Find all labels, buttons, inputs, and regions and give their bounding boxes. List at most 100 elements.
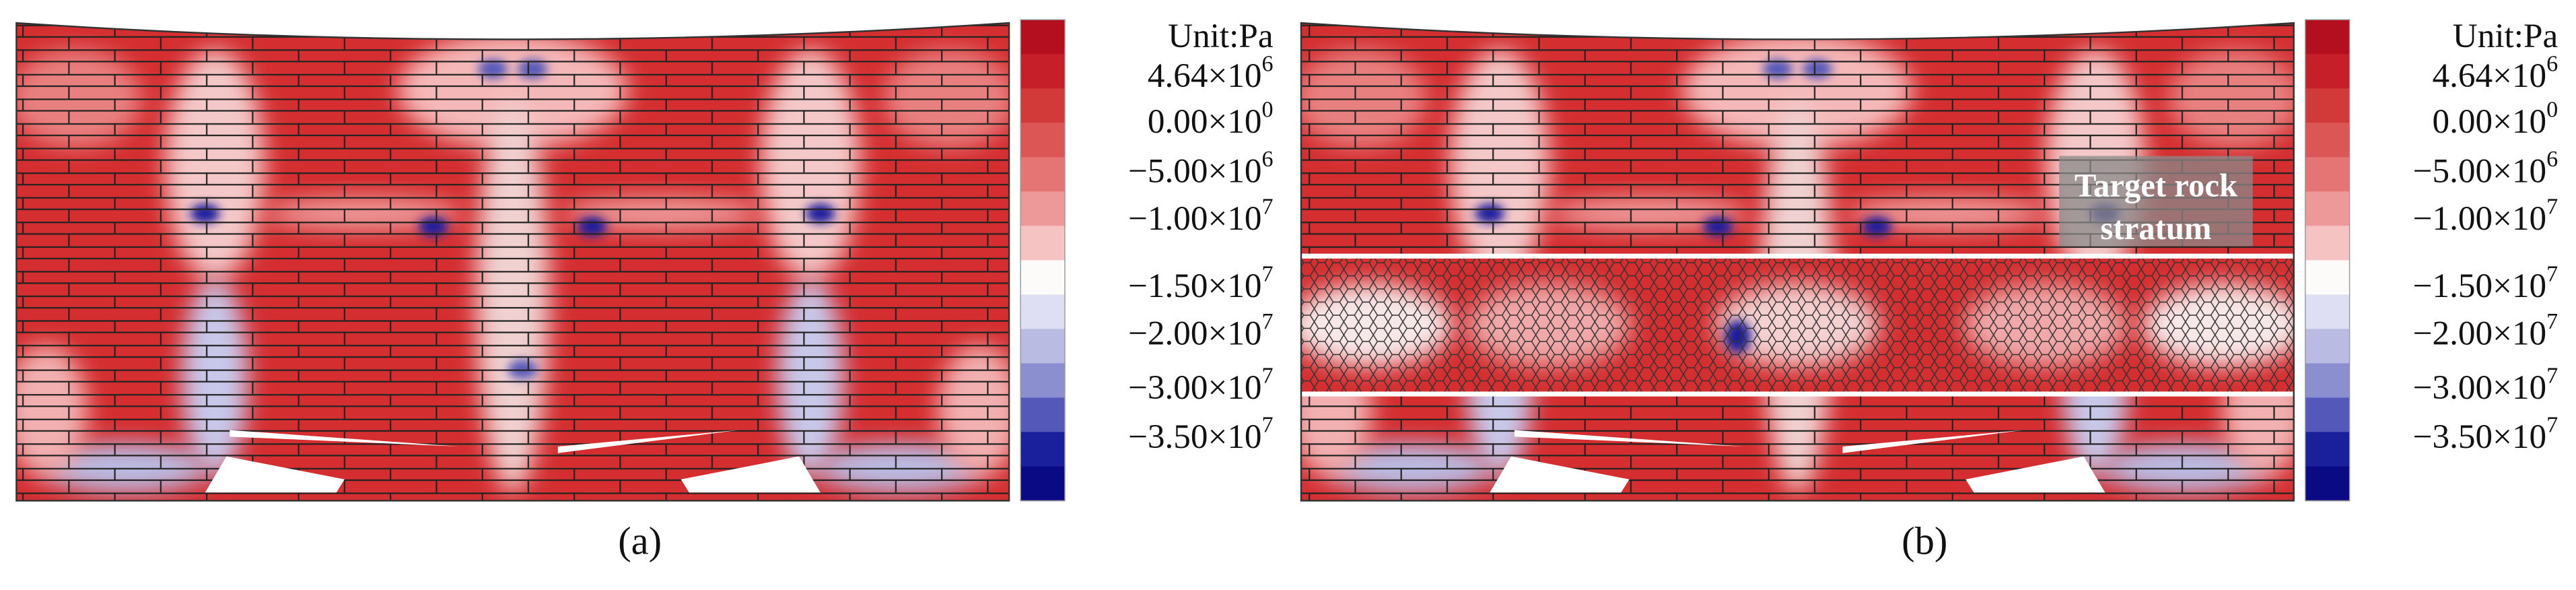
colorbar-band [1020,397,1065,433]
tick-mantissa: −5.00 [2413,152,2493,190]
tick-exponent: 7 [1261,363,1273,388]
panel: Target rockstratumUnit:Pa4.64×1060.00×10… [1300,17,2558,563]
tick-exponent: 7 [2546,413,2558,438]
annotation-text: stratum [2100,210,2211,247]
tick-exponent: 0 [1261,98,1273,123]
tick-base: ×10 [1208,199,1261,238]
tick-exponent: 7 [1261,194,1273,219]
colorbar-band [1020,329,1065,364]
tick-exponent: 7 [1261,261,1273,286]
colorbar-band [2305,191,2350,227]
annotation-box [2059,156,2253,247]
tick-base: ×10 [1208,152,1261,190]
colorbar-tick-label: 0.00×100 [2433,98,2558,141]
tick-exponent: 7 [2546,261,2558,286]
colorbar-frame [1020,19,1066,502]
tick-mantissa: −1.50 [1128,267,1208,305]
tick-exponent: 6 [1261,51,1273,76]
colorbar [1020,19,1066,502]
tick-mantissa: −1.00 [2413,199,2493,238]
colorbar-tick-label: −1.50×107 [1128,261,1274,304]
panel-label: (a) [618,519,662,563]
contour-plot [1301,23,2294,501]
tick-mantissa: −3.50 [1128,418,1208,456]
colorbar-unit: Unit:Pa [1168,17,1274,55]
colorbar-band [1020,54,1065,90]
tick-mantissa: −3.50 [2413,418,2493,456]
colorbar-unit: Unit:Pa [2453,17,2558,55]
tick-base: ×10 [1208,314,1261,352]
tick-base: ×10 [2493,368,2546,407]
colorbar-tick-label: −3.50×107 [1128,413,1274,456]
tick-mantissa: 0.00 [2433,102,2493,141]
tick-mantissa: −3.00 [1128,368,1208,407]
colorbar-band [2305,260,2350,296]
colorbar-band [1020,294,1065,330]
colorbar-frame [2305,19,2351,502]
colorbar-band [1020,226,1065,261]
tick-base: ×10 [2493,152,2546,190]
colorbar-band [1020,466,1065,502]
colorbar-band [2305,123,2350,158]
colorbar-band [2305,329,2350,364]
tick-base: ×10 [1208,418,1261,456]
colorbar-tick-label: −3.50×107 [2413,413,2558,456]
colorbar-band [1020,363,1065,399]
plot-frame [1300,22,2295,502]
colorbar-band [1020,157,1065,193]
void [230,430,460,447]
colorbar-band [1020,88,1065,124]
colorbar-band [2305,466,2350,502]
tick-mantissa: −2.00 [1128,314,1208,352]
void [1490,456,1630,493]
colorbar-tick-label: −1.50×107 [2413,261,2558,304]
contour-plot [16,23,1010,501]
tick-mantissa: −1.00 [1128,199,1208,238]
void [557,430,738,453]
tick-base: ×10 [2493,57,2546,95]
tick-base: ×10 [2493,314,2546,352]
tick-mantissa: −1.50 [2413,267,2493,305]
tick-base: ×10 [1208,57,1261,95]
colorbar-tick-label: 4.64×106 [2433,51,2558,94]
colorbar-band [2305,54,2350,90]
void [1842,430,2023,453]
tick-mantissa: −3.00 [2413,368,2493,407]
colorbar-tick-label: −3.00×107 [1128,363,1274,406]
colorbar-tick-label: −2.00×107 [1128,309,1274,352]
block-grid [16,23,1010,501]
colorbar-tick-label: −2.00×107 [2413,309,2558,352]
tick-base: ×10 [1208,267,1261,305]
tick-exponent: 7 [2546,309,2558,334]
colorbar-tick-label: −5.00×106 [2413,147,2558,190]
colorbar-tick-label: −3.00×107 [2413,363,2558,406]
colorbar-band [1020,260,1065,296]
colorbar-band [2305,20,2350,55]
colorbar-band [2305,226,2350,261]
tick-base: ×10 [2493,267,2546,305]
tick-mantissa: −5.00 [1128,152,1208,190]
tick-base: ×10 [1208,368,1261,407]
tick-exponent: 6 [2546,147,2558,172]
annotation-text: Target rock [2075,167,2238,203]
tick-exponent: 7 [1261,309,1273,334]
colorbar-tick-label: −1.00×107 [2413,194,2558,237]
colorbar-band [1020,191,1065,227]
tick-mantissa: 0.00 [1148,102,1208,141]
colorbar-tick-label: −1.00×107 [1128,194,1274,237]
colorbar-band [2305,432,2350,467]
tick-base: ×10 [2493,102,2546,141]
panels: Unit:Pa4.64×1060.00×100−5.00×106−1.00×10… [15,17,2558,563]
colorbar [2305,19,2351,502]
tick-base: ×10 [2493,199,2546,238]
tick-exponent: 0 [2546,98,2558,123]
plot-frame [15,22,1010,502]
voronoi-cells [1301,257,2294,393]
tick-mantissa: −2.00 [2413,314,2493,352]
void [681,456,821,493]
colorbar-band [2305,294,2350,330]
tick-exponent: 7 [2546,363,2558,388]
void [1965,456,2105,493]
colorbar-band [2305,157,2350,193]
